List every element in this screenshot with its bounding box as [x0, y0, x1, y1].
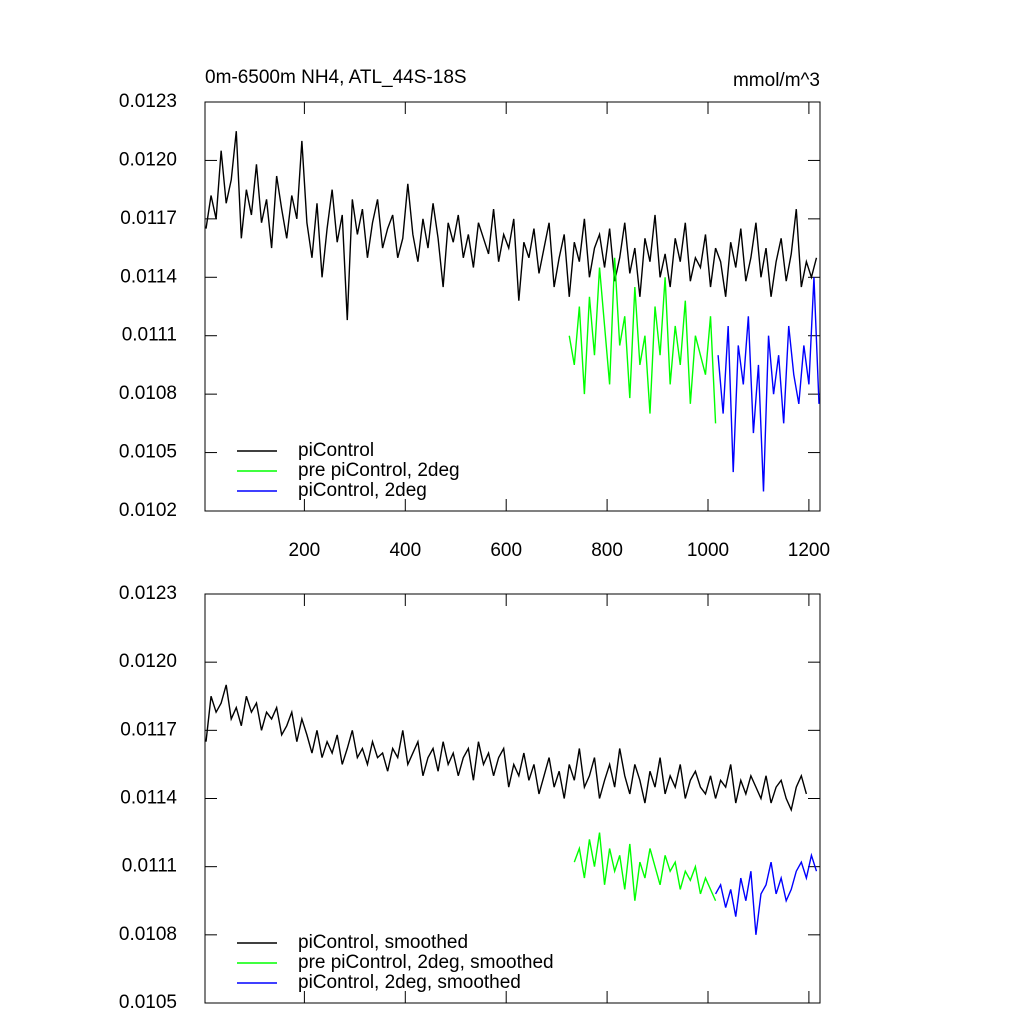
series-line	[573, 832, 717, 902]
legend-label: pre piControl, 2deg, smoothed	[298, 952, 554, 973]
y-tick-label: 0.0111	[122, 856, 177, 877]
x-tick-label: 1200	[788, 540, 830, 561]
x-tick-label: 1000	[687, 540, 729, 561]
plot-frame	[204, 101, 821, 512]
chart-title: 0m-6500m NH4, ATL_44S-18S	[205, 67, 467, 88]
y-tick-label: 0.0114	[120, 266, 177, 287]
units-label: mmol/m^3	[733, 70, 820, 91]
legend-label: pre piControl, 2deg	[298, 460, 460, 481]
y-tick-label: 0.0102	[119, 500, 177, 521]
x-tick-label: 800	[591, 540, 623, 561]
legend-label: piControl, smoothed	[298, 932, 468, 953]
x-tick-label: 400	[389, 540, 421, 561]
y-tick-label: 0.0123	[119, 583, 177, 604]
y-tick-label: 0.0120	[119, 149, 177, 170]
y-tick-label: 0.0117	[120, 208, 177, 229]
legend-label: piControl	[298, 440, 374, 461]
series-line	[717, 277, 820, 492]
y-tick-label: 0.0111	[122, 325, 177, 346]
y-tick-label: 0.0117	[120, 719, 177, 740]
y-tick-label: 0.0123	[119, 91, 177, 112]
series-line	[205, 131, 818, 321]
x-tick-label: 600	[490, 540, 522, 561]
series-line	[714, 852, 818, 935]
y-tick-label: 0.0120	[119, 651, 177, 672]
y-tick-label: 0.0105	[119, 992, 177, 1013]
series-line	[205, 684, 808, 813]
legend-label: piControl, 2deg, smoothed	[298, 972, 521, 993]
y-tick-label: 0.0105	[119, 442, 177, 463]
x-tick-label: 200	[289, 540, 321, 561]
y-tick-label: 0.0114	[120, 788, 177, 809]
y-tick-label: 0.0108	[119, 924, 177, 945]
y-tick-label: 0.0108	[119, 383, 177, 404]
legend-label: piControl, 2deg	[298, 480, 427, 501]
series-line	[568, 257, 717, 424]
